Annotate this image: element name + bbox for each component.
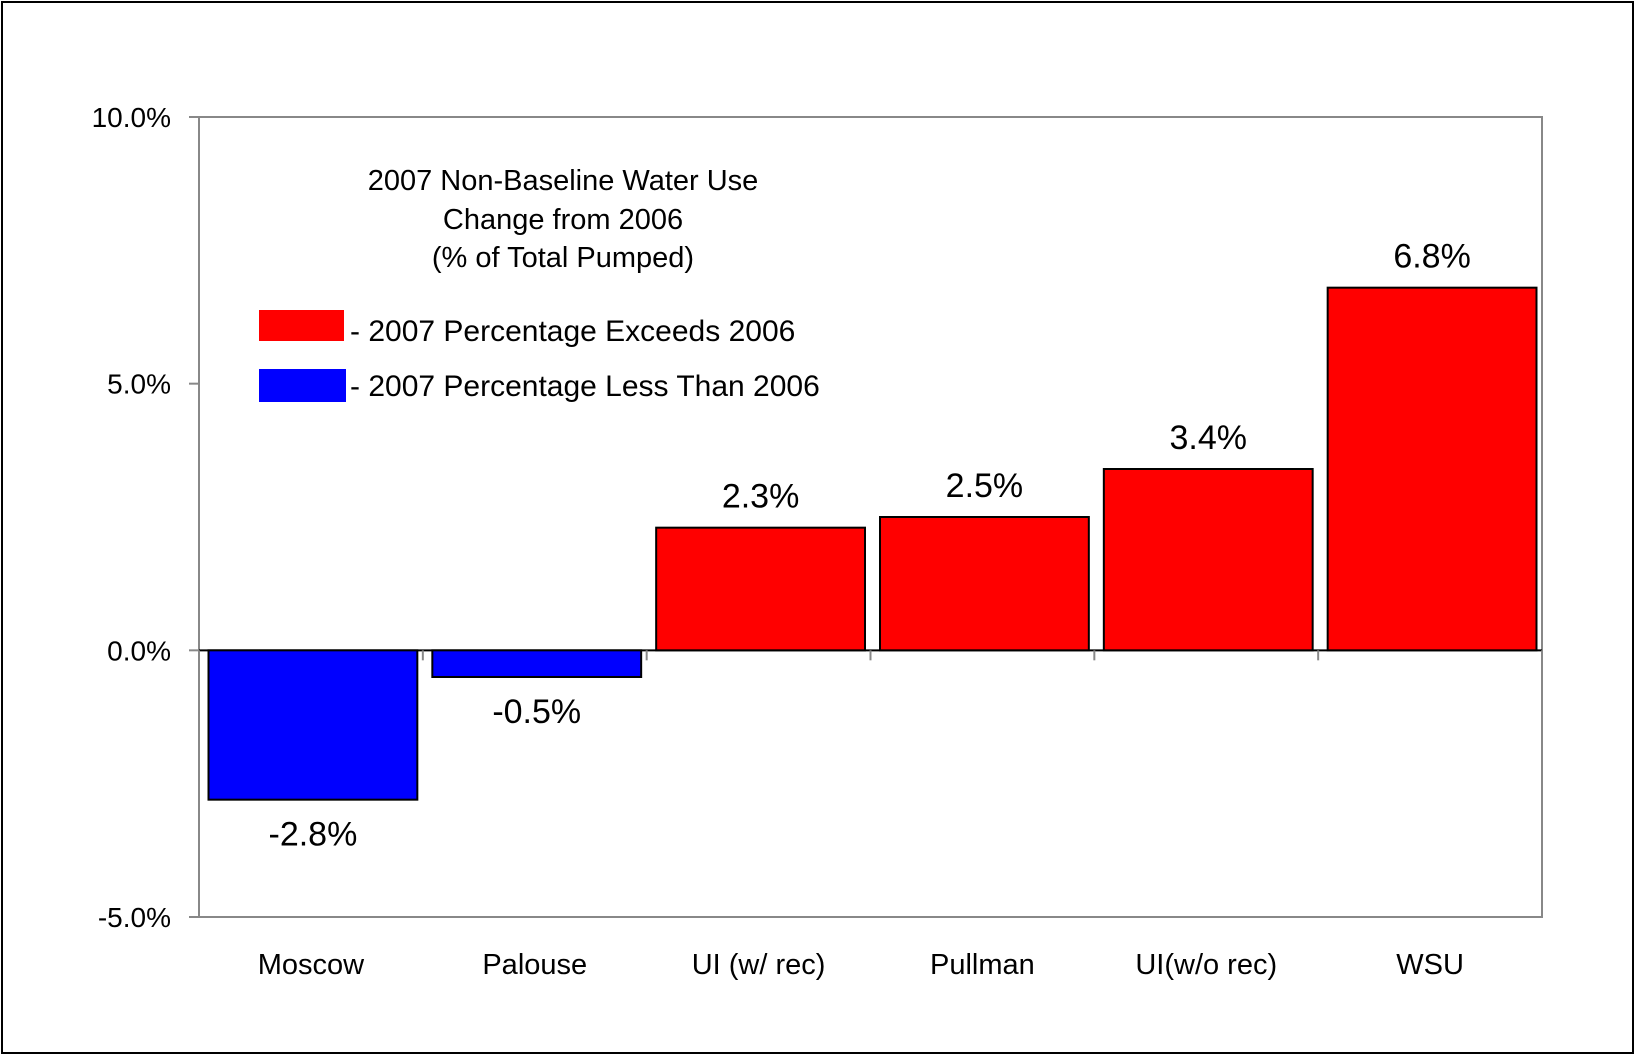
x-tick-label: Palouse [482, 949, 587, 981]
y-tick-label: 10.0% [92, 102, 171, 133]
legend-swatch-less [259, 369, 346, 402]
legend-label-exceeds: - 2007 Percentage Exceeds 2006 [350, 315, 795, 348]
y-tick-label: 5.0% [107, 369, 171, 400]
data-label: 3.4% [1170, 419, 1248, 457]
x-tick-label: Pullman [930, 949, 1035, 981]
bar [431, 649, 643, 678]
data-label: 6.8% [1393, 238, 1471, 276]
legend-label-less: - 2007 Percentage Less Than 2006 [350, 370, 820, 403]
x-axis: Moscow Palouse UI (w/ rec) Pullman UI(w/o re… [198, 649, 1543, 981]
data-label: -2.8% [269, 816, 358, 854]
bar [655, 526, 867, 652]
title-line-3: (% of Total Pumped) [432, 242, 694, 274]
y-axis: 10.0% 5.0% 0.0% -5.0% [92, 102, 199, 933]
x-tick-label: UI(w/o rec) [1135, 949, 1277, 981]
title-line-2: Change from 2006 [443, 204, 683, 236]
x-tick-label: Moscow [258, 949, 365, 981]
data-labels: -2.8% -0.5% 2.3% 2.5% 3.4% 6.8% [269, 238, 1471, 854]
bar [207, 649, 419, 801]
data-label: 2.3% [722, 478, 800, 516]
data-label: 2.5% [946, 467, 1024, 505]
title-line-1: 2007 Non-Baseline Water Use [368, 165, 759, 197]
y-tick-label: -5.0% [98, 902, 171, 933]
bar [879, 516, 1090, 652]
plot-area [198, 116, 1543, 918]
legend-swatch-exceeds [259, 310, 344, 341]
x-tick-label: UI (w/ rec) [692, 949, 826, 981]
bar [1326, 286, 1538, 652]
data-label: -0.5% [492, 693, 581, 731]
y-tick-label: 0.0% [107, 635, 171, 666]
plot-border [198, 116, 1543, 918]
x-tick-label: WSU [1396, 949, 1464, 981]
bars [207, 286, 1538, 801]
legend: - 2007 Percentage Exceeds 2006 - 2007 Pe… [259, 310, 820, 403]
chart-title: 2007 Non-Baseline Water Use Change from … [368, 165, 759, 274]
bar [1102, 468, 1314, 652]
